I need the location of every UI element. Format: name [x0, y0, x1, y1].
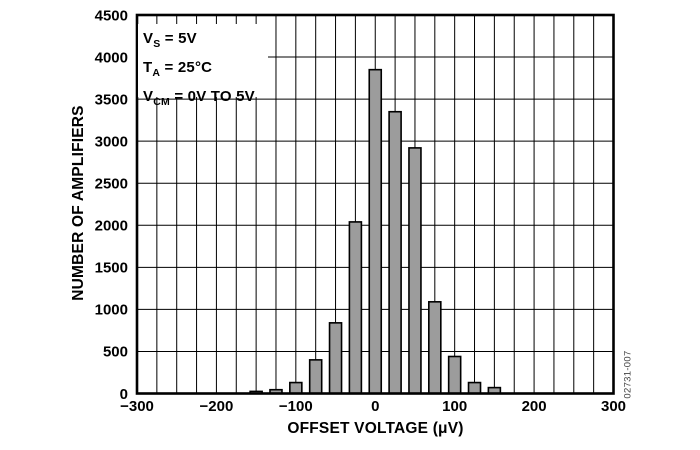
- histogram-bar--25: [348, 221, 363, 395]
- x-tick-label: 100: [442, 398, 467, 415]
- x-tick-label: 200: [522, 398, 547, 415]
- y-tick-label: 4500: [95, 7, 128, 24]
- annotation-subscript: S: [153, 38, 161, 50]
- x-axis-title: OFFSET VOLTAGE (μV): [287, 420, 464, 437]
- histogram-bar--50: [328, 322, 343, 395]
- plot-border: [135, 13, 615, 395]
- y-tick-label: 500: [103, 344, 128, 361]
- y-tick-label: 4000: [95, 49, 128, 66]
- histogram-bar-0: [368, 68, 383, 395]
- histogram-bar-25: [388, 110, 402, 395]
- y-tick-label: 3500: [95, 91, 128, 108]
- annotation-line-vs: VS = 5V: [143, 27, 268, 56]
- annotation-line-ta: TA = 25°C: [143, 56, 268, 85]
- histogram-bar-50: [408, 147, 422, 395]
- histogram-bar--75: [308, 359, 323, 395]
- y-tick-label: 2000: [95, 218, 128, 235]
- test-conditions-annotation: VS = 5V TA = 25°C VCM = 0V TO 5V: [138, 24, 268, 108]
- y-tick-label: 3000: [95, 133, 128, 150]
- x-tick-label: 300: [601, 398, 626, 415]
- annotation-value: = 5V: [160, 30, 197, 47]
- annotation-value: = 25°C: [160, 59, 213, 76]
- y-tick-label: 2500: [95, 176, 128, 193]
- histogram-bar--100: [289, 381, 303, 395]
- y-tick-label: 1500: [95, 260, 128, 277]
- x-tick-label: 0: [371, 398, 379, 415]
- annotation-symbol: T: [143, 59, 153, 76]
- histogram-bar-125: [467, 381, 482, 395]
- figure-number-watermark: 02731-007: [622, 350, 634, 399]
- annotation-subscript: CM: [153, 96, 170, 108]
- annotation-subscript: A: [152, 67, 161, 79]
- histogram-bar-75: [428, 301, 442, 395]
- y-tick-label: 0: [120, 386, 128, 403]
- annotation-line-vcm: VCM = 0V TO 5V: [143, 85, 268, 114]
- annotation-symbol: V: [143, 30, 154, 47]
- x-tick-label: −200: [200, 398, 234, 415]
- annotation-value: = 0V TO 5V: [169, 88, 255, 105]
- annotation-symbol: V: [143, 88, 154, 105]
- y-axis-title: NUMBER OF AMPLIFIERS: [70, 105, 87, 301]
- x-tick-label: −100: [279, 398, 313, 415]
- x-tick-label: −300: [120, 398, 154, 415]
- y-tick-label: 1000: [95, 302, 128, 319]
- histogram-bar-100: [447, 355, 462, 395]
